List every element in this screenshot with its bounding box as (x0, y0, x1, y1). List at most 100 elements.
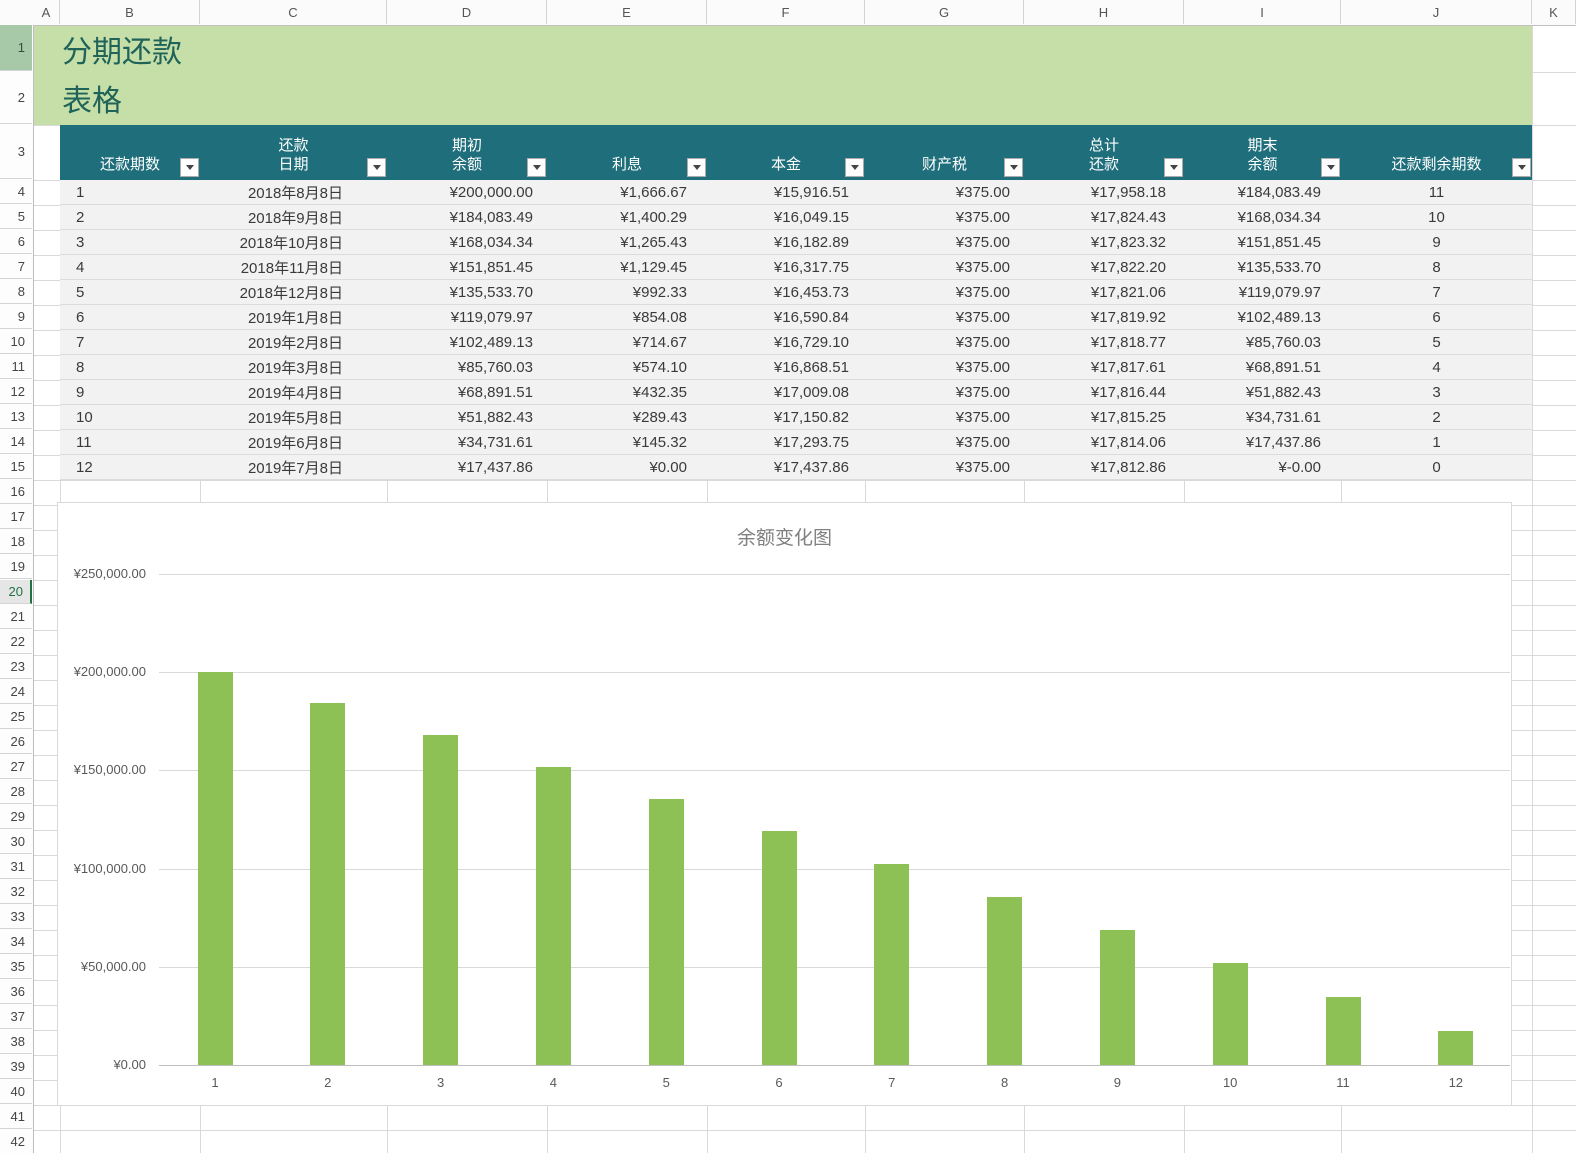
filter-dropdown-button[interactable] (1512, 158, 1531, 177)
table-cell[interactable]: ¥17,958.18 (1024, 180, 1184, 204)
table-cell[interactable]: 1 (1341, 430, 1532, 454)
row-header-41[interactable]: 41 (0, 1105, 32, 1129)
table-cell[interactable]: 9 (1341, 230, 1532, 254)
row-header-25[interactable]: 25 (0, 705, 32, 729)
table-cell[interactable]: ¥17,437.86 (1184, 430, 1341, 454)
table-cell[interactable]: 5 (1341, 330, 1532, 354)
table-cell[interactable]: 1 (60, 180, 200, 204)
filter-dropdown-button[interactable] (527, 158, 546, 177)
row-header-39[interactable]: 39 (0, 1055, 32, 1079)
column-header-G[interactable]: G (865, 0, 1024, 24)
table-cell[interactable]: ¥51,882.43 (1184, 380, 1341, 404)
table-cell[interactable]: ¥1,129.45 (547, 255, 707, 279)
table-cell[interactable]: ¥17,824.43 (1024, 205, 1184, 229)
row-header-34[interactable]: 34 (0, 930, 32, 954)
table-cell[interactable]: ¥135,533.70 (1184, 255, 1341, 279)
table-cell[interactable]: ¥-0.00 (1184, 455, 1341, 479)
table-cell[interactable]: ¥135,533.70 (387, 280, 547, 304)
table-cell[interactable]: ¥16,590.84 (707, 305, 865, 329)
table-cell[interactable]: 2018年9月8日 (200, 205, 387, 229)
table-cell[interactable]: ¥16,049.15 (707, 205, 865, 229)
table-cell[interactable]: ¥151,851.45 (387, 255, 547, 279)
column-header-B[interactable]: B (60, 0, 200, 24)
table-cell[interactable]: ¥1,666.67 (547, 180, 707, 204)
sheet-title-cell[interactable]: 分期还款 表格 (33, 25, 1532, 125)
table-cell[interactable]: 2019年7月8日 (200, 455, 387, 479)
table-cell[interactable]: 8 (60, 355, 200, 379)
table-cell[interactable]: ¥168,034.34 (1184, 205, 1341, 229)
table-cell[interactable]: 3 (60, 230, 200, 254)
table-cell[interactable]: ¥375.00 (865, 280, 1024, 304)
table-cell[interactable]: ¥375.00 (865, 355, 1024, 379)
table-cell[interactable]: ¥1,400.29 (547, 205, 707, 229)
table-cell[interactable]: ¥375.00 (865, 230, 1024, 254)
table-cell[interactable]: ¥375.00 (865, 305, 1024, 329)
table-cell[interactable]: 2019年3月8日 (200, 355, 387, 379)
table-header-cell[interactable]: 期末余额 (1184, 125, 1341, 180)
table-cell[interactable]: ¥17,817.61 (1024, 355, 1184, 379)
column-header-E[interactable]: E (547, 0, 707, 24)
filter-dropdown-button[interactable] (687, 158, 706, 177)
row-header-10[interactable]: 10 (0, 330, 32, 354)
row-header-36[interactable]: 36 (0, 980, 32, 1004)
row-header-38[interactable]: 38 (0, 1030, 32, 1054)
table-cell[interactable]: ¥17,815.25 (1024, 405, 1184, 429)
table-header-cell[interactable]: 还款日期 (200, 125, 387, 180)
row-header-35[interactable]: 35 (0, 955, 32, 979)
table-cell[interactable]: ¥17,814.06 (1024, 430, 1184, 454)
table-cell[interactable]: 2018年8月8日 (200, 180, 387, 204)
table-cell[interactable]: ¥85,760.03 (1184, 330, 1341, 354)
row-header-33[interactable]: 33 (0, 905, 32, 929)
table-cell[interactable]: 3 (1341, 380, 1532, 404)
table-cell[interactable]: ¥102,489.13 (1184, 305, 1341, 329)
table-cell[interactable]: ¥168,034.34 (387, 230, 547, 254)
table-cell[interactable]: ¥375.00 (865, 455, 1024, 479)
filter-dropdown-button[interactable] (180, 158, 199, 177)
table-cell[interactable]: ¥17,818.77 (1024, 330, 1184, 354)
filter-dropdown-button[interactable] (1164, 158, 1183, 177)
row-header-6[interactable]: 6 (0, 230, 32, 254)
table-cell[interactable]: ¥17,821.06 (1024, 280, 1184, 304)
row-header-5[interactable]: 5 (0, 205, 32, 229)
row-header-13[interactable]: 13 (0, 405, 32, 429)
table-cell[interactable]: ¥17,819.92 (1024, 305, 1184, 329)
table-cell[interactable]: 2019年6月8日 (200, 430, 387, 454)
table-cell[interactable]: 2018年11月8日 (200, 255, 387, 279)
table-cell[interactable]: 6 (1341, 305, 1532, 329)
table-cell[interactable]: ¥16,317.75 (707, 255, 865, 279)
table-cell[interactable]: 8 (1341, 255, 1532, 279)
table-cell[interactable]: ¥34,731.61 (1184, 405, 1341, 429)
table-cell[interactable]: ¥17,816.44 (1024, 380, 1184, 404)
table-cell[interactable]: ¥17,293.75 (707, 430, 865, 454)
table-header-cell[interactable]: 本金 (707, 125, 865, 180)
table-cell[interactable]: ¥85,760.03 (387, 355, 547, 379)
row-header-20[interactable]: 20 (0, 580, 32, 604)
table-cell[interactable]: ¥68,891.51 (1184, 355, 1341, 379)
row-header-8[interactable]: 8 (0, 280, 32, 304)
row-header-9[interactable]: 9 (0, 305, 32, 329)
filter-dropdown-button[interactable] (1004, 158, 1023, 177)
row-header-1[interactable]: 1 (0, 25, 32, 71)
table-cell[interactable]: 11 (1341, 180, 1532, 204)
row-header-16[interactable]: 16 (0, 480, 32, 504)
table-cell[interactable]: ¥375.00 (865, 405, 1024, 429)
row-header-7[interactable]: 7 (0, 255, 32, 279)
column-header-C[interactable]: C (200, 0, 387, 24)
table-cell[interactable]: 2 (60, 205, 200, 229)
table-cell[interactable]: 11 (60, 430, 200, 454)
table-cell[interactable]: 2019年4月8日 (200, 380, 387, 404)
table-header-cell[interactable]: 总计还款 (1024, 125, 1184, 180)
table-cell[interactable]: ¥102,489.13 (387, 330, 547, 354)
table-cell[interactable]: ¥289.43 (547, 405, 707, 429)
column-header-I[interactable]: I (1184, 0, 1341, 24)
table-cell[interactable]: ¥17,150.82 (707, 405, 865, 429)
column-header-strip[interactable]: ABCDEFGHIJK (0, 0, 1576, 26)
table-cell[interactable]: ¥854.08 (547, 305, 707, 329)
table-cell[interactable]: ¥17,437.86 (707, 455, 865, 479)
row-header-42[interactable]: 42 (0, 1130, 32, 1153)
table-header-cell[interactable]: 还款剩余期数 (1341, 125, 1532, 180)
table-cell[interactable]: ¥375.00 (865, 430, 1024, 454)
table-header-cell[interactable]: 还款期数 (60, 125, 200, 180)
table-cell[interactable]: ¥184,083.49 (387, 205, 547, 229)
table-cell[interactable]: 6 (60, 305, 200, 329)
